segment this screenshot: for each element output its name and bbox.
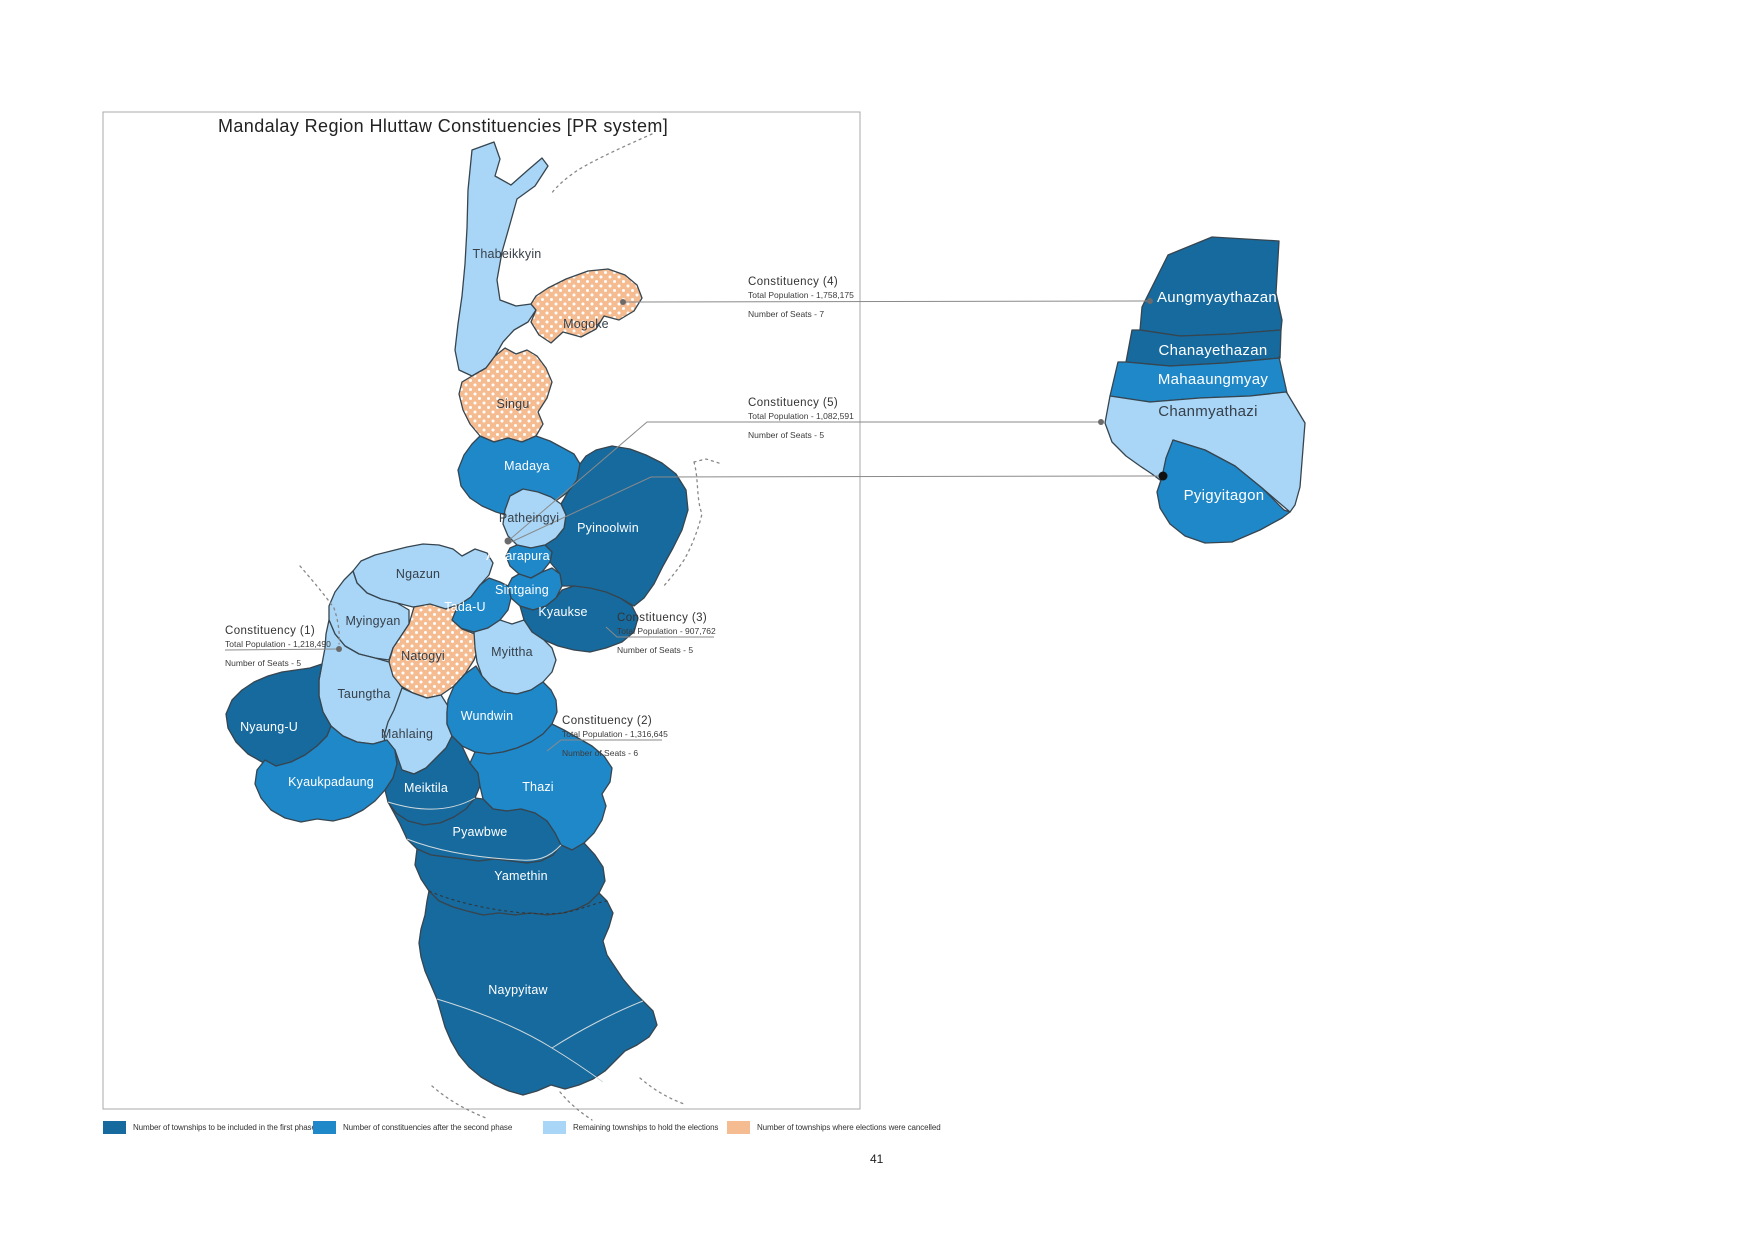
label-nyaung-u: Nyaung-U bbox=[240, 720, 298, 734]
leader-dot-pyigyitagon bbox=[1158, 471, 1168, 481]
constituency-5-title: Constituency (5) bbox=[748, 397, 839, 409]
label-pyinoolwin: Pyinoolwin bbox=[577, 521, 639, 535]
constituency-3-population: Total Population - 907,762 bbox=[617, 626, 716, 636]
label-natogyi: Natogyi bbox=[401, 649, 445, 663]
constituency-4-title: Constituency (4) bbox=[748, 276, 839, 288]
legend-item-cancelled: Number of townships where elections were… bbox=[727, 1121, 941, 1134]
label-pyigyitagon: Pyigyitagon bbox=[1184, 487, 1265, 504]
constituency-5-annotation: Constituency (5) Total Population - 1,08… bbox=[748, 397, 854, 440]
constituency-4-population: Total Population - 1,758,175 bbox=[748, 290, 854, 300]
legend-swatch-remaining bbox=[543, 1121, 566, 1134]
label-wundwin: Wundwin bbox=[461, 709, 514, 723]
legend-swatch-cancelled bbox=[727, 1121, 750, 1134]
township-singu bbox=[458, 347, 553, 443]
constituency-1-title: Constituency (1) bbox=[225, 625, 316, 637]
legend-item-remaining: Remaining townships to hold the election… bbox=[543, 1121, 718, 1134]
label-aungmyaythazan: Aungmyaythazan bbox=[1157, 289, 1277, 306]
constituency-1-annotation: Constituency (1) Total Population - 1,21… bbox=[225, 625, 331, 668]
label-amarapura: Amarapura bbox=[486, 549, 550, 563]
legend-swatch-first-phase bbox=[103, 1121, 126, 1134]
dotted-borders bbox=[299, 133, 723, 1121]
internal-borders bbox=[387, 797, 644, 1083]
township-mogoke bbox=[530, 268, 643, 344]
label-pyawbwe: Pyawbwe bbox=[453, 825, 508, 839]
label-thazi: Thazi bbox=[522, 780, 554, 794]
leader-dot-amarapura bbox=[504, 537, 512, 545]
constituency-1-population: Total Population - 1,218,490 bbox=[225, 639, 331, 649]
constituency-5-seats: Number of Seats - 5 bbox=[748, 430, 825, 440]
township-shapes bbox=[225, 141, 689, 1096]
legend-swatch-second-phase bbox=[313, 1121, 336, 1134]
label-mahlaing: Mahlaing bbox=[381, 727, 433, 741]
constituency-2-annotation: Constituency (2) Total Population - 1,31… bbox=[562, 715, 668, 758]
label-taungtha: Taungtha bbox=[337, 687, 390, 701]
inset-map bbox=[1104, 236, 1306, 544]
label-sintgaing: Sintgaing bbox=[495, 583, 549, 597]
label-madaya: Madaya bbox=[504, 459, 550, 473]
label-thabeikkyin: Thabeikkyin bbox=[473, 247, 542, 261]
leader-dot-aungmyaythazan bbox=[1147, 298, 1153, 304]
label-chanmyathazi: Chanmyathazi bbox=[1158, 403, 1257, 420]
constituency-4-seats: Number of Seats - 7 bbox=[748, 309, 825, 319]
label-mahaaungmyay: Mahaaungmyay bbox=[1158, 371, 1269, 388]
constituency-1-seats: Number of Seats - 5 bbox=[225, 658, 302, 668]
legend-label-cancelled: Number of townships where elections were… bbox=[757, 1123, 941, 1132]
label-kyaukpadaung: Kyaukpadaung bbox=[288, 775, 374, 789]
constituency-2-seats: Number of Seats - 6 bbox=[562, 748, 639, 758]
label-tada-u: Tada-U bbox=[444, 600, 486, 614]
leader-lines bbox=[224, 298, 1168, 752]
label-patheingyi: Patheingyi bbox=[499, 511, 559, 525]
label-myingyan: Myingyan bbox=[345, 614, 400, 628]
label-meiktila: Meiktila bbox=[404, 781, 448, 795]
inset-pyigyitagon bbox=[1156, 439, 1291, 544]
legend-label-second-phase: Number of constituencies after the secon… bbox=[343, 1123, 513, 1132]
label-ngazun: Ngazun bbox=[396, 567, 440, 581]
label-singu: Singu bbox=[497, 397, 530, 411]
label-myittha: Myittha bbox=[491, 645, 533, 659]
label-chanayethazan: Chanayethazan bbox=[1159, 342, 1268, 359]
township-kyaukse bbox=[519, 585, 639, 653]
inset-aungmyaythazan bbox=[1139, 236, 1283, 337]
legend-label-remaining: Remaining townships to hold the election… bbox=[573, 1123, 719, 1132]
label-kyaukse: Kyaukse bbox=[538, 605, 587, 619]
leader-dot-myingyan bbox=[336, 646, 342, 652]
legend-item-second-phase: Number of constituencies after the secon… bbox=[313, 1121, 512, 1134]
leader-dot-chanmyathazi bbox=[1098, 419, 1104, 425]
page-number: 41 bbox=[870, 1152, 884, 1166]
constituency-2-population: Total Population - 1,316,645 bbox=[562, 729, 668, 739]
constituency-2-title: Constituency (2) bbox=[562, 715, 653, 727]
constituency-4-annotation: Constituency (4) Total Population - 1,75… bbox=[748, 276, 854, 319]
township-labels: Thabeikkyin Mogoke Singu Madaya Pyinoolw… bbox=[240, 247, 639, 997]
legend-item-first-phase: Number of townships to be included in th… bbox=[103, 1121, 316, 1134]
legend-label-first-phase: Number of townships to be included in th… bbox=[133, 1123, 316, 1132]
map-panel-border bbox=[102, 111, 861, 1110]
constituency-3-title: Constituency (3) bbox=[617, 612, 708, 624]
inset-labels: Aungmyaythazan Chanayethazan Mahaaungmya… bbox=[1157, 289, 1277, 504]
map-title: Mandalay Region Hluttaw Constituencies [… bbox=[218, 116, 669, 136]
label-naypyitaw: Naypyitaw bbox=[488, 983, 548, 997]
constituency-3-seats: Number of Seats - 5 bbox=[617, 645, 694, 655]
township-kyaukpadaung bbox=[254, 725, 398, 823]
label-yamethin: Yamethin bbox=[494, 869, 547, 883]
constituency-3-annotation: Constituency (3) Total Population - 907,… bbox=[617, 612, 716, 655]
label-mogoke: Mogoke bbox=[563, 317, 609, 331]
leader-dot-mogoke bbox=[620, 299, 626, 305]
constituency-5-population: Total Population - 1,082,591 bbox=[748, 411, 854, 421]
